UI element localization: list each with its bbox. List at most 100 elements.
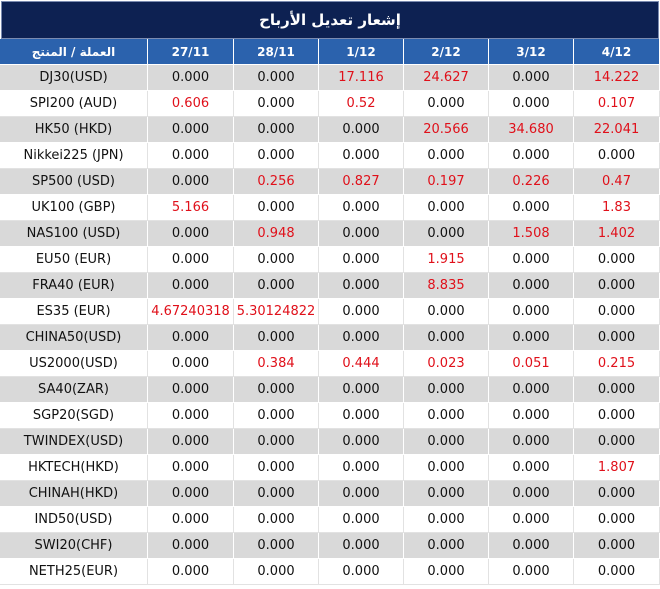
value-cell: 0.000 xyxy=(148,325,234,351)
value-cell: 24.627 xyxy=(404,65,489,91)
value-cell: 0.000 xyxy=(234,377,319,403)
value-cell: 0.000 xyxy=(319,507,404,533)
value-cell: 0.000 xyxy=(234,273,319,299)
value-cell: 1.807 xyxy=(574,455,660,481)
value-cell: 0.000 xyxy=(574,429,660,455)
value-cell: 0.384 xyxy=(234,351,319,377)
value-cell: 0.000 xyxy=(148,351,234,377)
value-cell: 0.000 xyxy=(148,429,234,455)
value-cell: 0.000 xyxy=(489,299,574,325)
value-cell: 0.000 xyxy=(319,533,404,559)
value-cell: 0.000 xyxy=(489,559,574,585)
value-cell: 0.000 xyxy=(319,429,404,455)
value-cell: 0.000 xyxy=(234,481,319,507)
value-cell: 0.000 xyxy=(148,247,234,273)
value-cell: 0.000 xyxy=(319,195,404,221)
value-cell: 0.000 xyxy=(234,507,319,533)
value-cell: 0.000 xyxy=(234,195,319,221)
value-cell: 0.000 xyxy=(234,403,319,429)
value-cell: 0.000 xyxy=(319,273,404,299)
title-bar: إشعار تعديل الأرباح xyxy=(1,1,659,39)
value-cell: 0.000 xyxy=(319,325,404,351)
column-header: 1/12 xyxy=(319,39,404,65)
value-cell: 0.000 xyxy=(489,195,574,221)
value-cell: 0.023 xyxy=(404,351,489,377)
value-cell: 0.000 xyxy=(489,403,574,429)
value-cell: 0.215 xyxy=(574,351,660,377)
value-cell: 0.000 xyxy=(319,481,404,507)
value-cell: 0.000 xyxy=(574,507,660,533)
value-cell: 0.000 xyxy=(319,559,404,585)
value-cell: 5.166 xyxy=(148,195,234,221)
value-cell: 0.606 xyxy=(148,91,234,117)
product-cell: SA40(ZAR) xyxy=(0,377,148,403)
value-cell: 0.000 xyxy=(148,221,234,247)
value-cell: 0.000 xyxy=(319,455,404,481)
column-header: 4/12 xyxy=(574,39,660,65)
product-cell: SGP20(SGD) xyxy=(0,403,148,429)
value-cell: 0.000 xyxy=(489,533,574,559)
value-cell: 0.000 xyxy=(404,221,489,247)
value-cell: 0.000 xyxy=(404,325,489,351)
value-cell: 0.000 xyxy=(574,299,660,325)
value-cell: 0.000 xyxy=(404,429,489,455)
value-cell: 0.000 xyxy=(574,481,660,507)
value-cell: 0.000 xyxy=(489,143,574,169)
column-header: 3/12 xyxy=(489,39,574,65)
value-cell: 0.000 xyxy=(148,117,234,143)
value-cell: 0.000 xyxy=(148,455,234,481)
product-cell: US2000(USD) xyxy=(0,351,148,377)
value-cell: 0.827 xyxy=(319,169,404,195)
value-cell: 0.000 xyxy=(404,455,489,481)
value-cell: 0.000 xyxy=(319,143,404,169)
product-cell: IND50(USD) xyxy=(0,507,148,533)
value-cell: 0.000 xyxy=(234,533,319,559)
value-cell: 0.000 xyxy=(574,247,660,273)
product-cell: NETH25(EUR) xyxy=(0,559,148,585)
value-cell: 0.000 xyxy=(489,429,574,455)
product-cell: Nikkei225 (JPN) xyxy=(0,143,148,169)
value-cell: 0.000 xyxy=(574,143,660,169)
value-cell: 0.000 xyxy=(234,91,319,117)
value-cell: 0.000 xyxy=(148,143,234,169)
value-cell: 0.000 xyxy=(319,403,404,429)
value-cell: 0.000 xyxy=(574,377,660,403)
value-cell: 0.000 xyxy=(234,455,319,481)
product-cell: FRA40 (EUR) xyxy=(0,273,148,299)
value-cell: 0.000 xyxy=(574,325,660,351)
value-cell: 0.000 xyxy=(148,273,234,299)
value-cell: 5.30124822 xyxy=(234,299,319,325)
value-cell: 0.256 xyxy=(234,169,319,195)
value-cell: 0.000 xyxy=(489,325,574,351)
value-cell: 1.83 xyxy=(574,195,660,221)
value-cell: 0.000 xyxy=(148,403,234,429)
value-cell: 0.000 xyxy=(404,533,489,559)
value-cell: 0.000 xyxy=(319,247,404,273)
value-cell: 1.915 xyxy=(404,247,489,273)
product-cell: SWI20(CHF) xyxy=(0,533,148,559)
value-cell: 0.000 xyxy=(234,429,319,455)
value-cell: 0.000 xyxy=(319,377,404,403)
value-cell: 0.000 xyxy=(234,559,319,585)
value-cell: 0.000 xyxy=(234,247,319,273)
value-cell: 8.835 xyxy=(404,273,489,299)
value-cell: 0.000 xyxy=(319,221,404,247)
value-cell: 0.52 xyxy=(319,91,404,117)
value-cell: 0.000 xyxy=(148,65,234,91)
column-header: 27/11 xyxy=(148,39,234,65)
product-cell: DJ30(USD) xyxy=(0,65,148,91)
product-cell: CHINA50(USD) xyxy=(0,325,148,351)
value-cell: 0.000 xyxy=(404,403,489,429)
value-cell: 0.000 xyxy=(489,65,574,91)
value-cell: 0.000 xyxy=(489,247,574,273)
value-cell: 0.000 xyxy=(404,377,489,403)
value-cell: 0.000 xyxy=(234,65,319,91)
value-cell: 0.000 xyxy=(489,481,574,507)
value-cell: 0.000 xyxy=(574,533,660,559)
value-cell: 0.000 xyxy=(148,377,234,403)
value-cell: 1.402 xyxy=(574,221,660,247)
value-cell: 0.000 xyxy=(489,507,574,533)
product-cell: SP500 (USD) xyxy=(0,169,148,195)
value-cell: 4.67240318 xyxy=(148,299,234,325)
value-cell: 0.000 xyxy=(404,143,489,169)
